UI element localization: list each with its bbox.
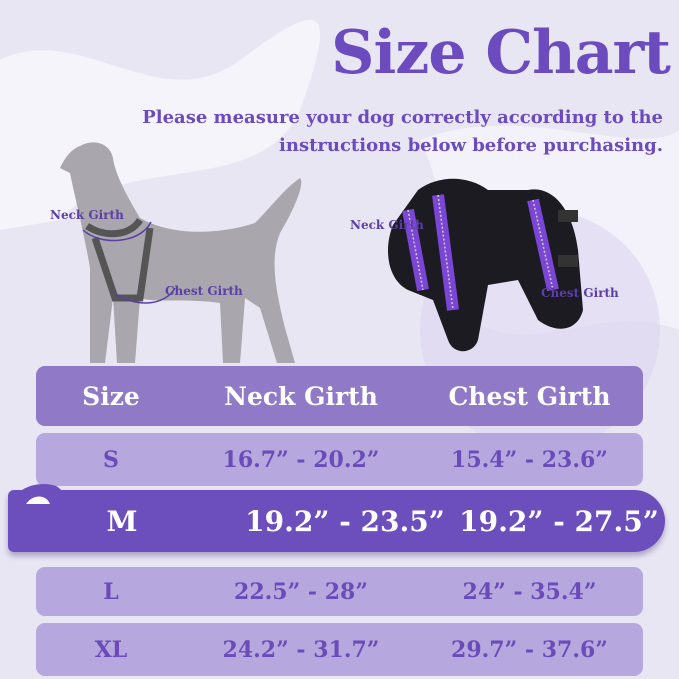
column-header-size: Size [82,381,140,411]
neck-girth-cell: 16.7” - 20.2” [222,446,380,473]
subtitle-line-2: instructions below before purchasing. [279,135,663,156]
column-header-chest-girth: Chest Girth [448,381,611,411]
harness-neck-girth-label: Neck Girth [350,218,424,232]
dog-head-icon [10,484,67,508]
harness-chest-girth-label: Chest Girth [541,286,619,300]
table-row-m-highlighted: M 19.2” - 23.5” 19.2” - 27.5” [8,484,665,552]
size-cell: L [103,578,119,605]
subtitle-line-1: Please measure your dog correctly accord… [142,107,663,128]
neck-girth-cell: 22.5” - 28” [234,578,368,605]
column-header-neck-girth: Neck Girth [224,381,378,411]
neck-girth-cell: 24.2” - 31.7” [222,636,380,663]
chest-girth-cell: 29.7” - 37.6” [451,636,608,663]
dog-chest-girth-label: Chest Girth [165,284,243,298]
chest-girth-cell: 15.4” - 23.6” [451,446,608,473]
dog-silhouette-illustration [60,142,302,363]
table-row-xl: XL 24.2” - 31.7” 29.7” - 37.6” [36,623,643,676]
page-title: Size Chart [331,18,671,88]
chest-girth-cell: 24” - 35.4” [462,578,597,605]
chest-girth-cell: 19.2” - 27.5” [459,504,659,538]
dog-neck-girth-label: Neck Girth [50,208,124,222]
subtitle: Please measure your dog correctly accord… [103,104,663,160]
table-header-row: Size Neck Girth Chest Girth [36,366,643,426]
harness-illustration [388,178,583,352]
size-cell: M [106,504,138,538]
size-cell: S [103,446,119,473]
size-cell: XL [94,636,128,663]
table-row-l: L 22.5” - 28” 24” - 35.4” [36,567,643,616]
neck-girth-cell: 19.2” - 23.5” [245,504,445,538]
table-row-s: S 16.7” - 20.2” 15.4” - 23.6” [36,433,643,486]
